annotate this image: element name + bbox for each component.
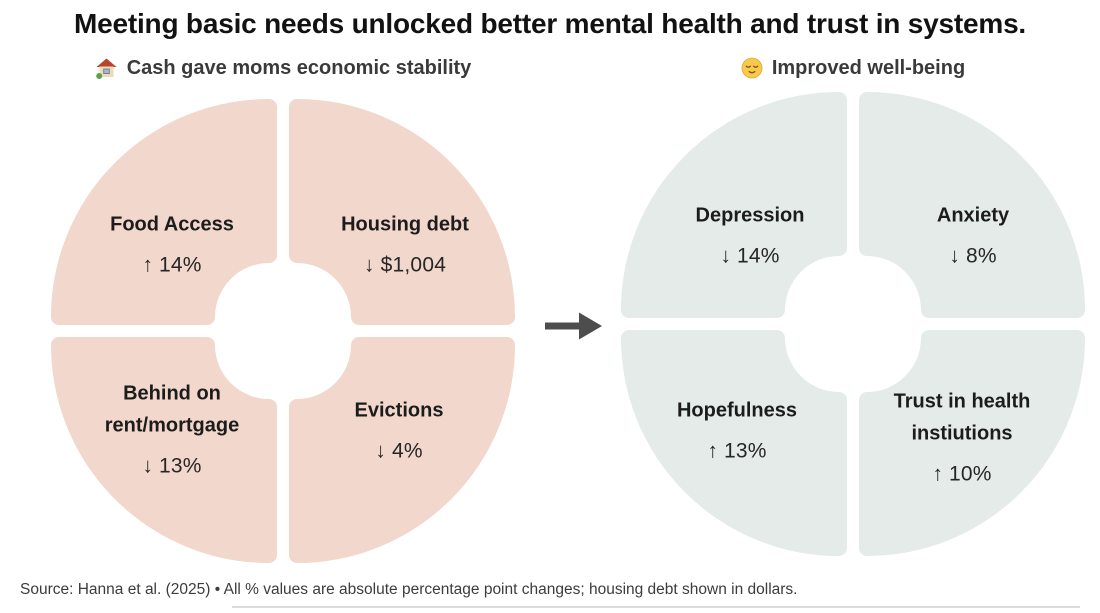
right-subtitle-label: Improved well-being [771, 56, 966, 79]
economic-stability-donut-shape [51, 99, 515, 563]
source-note: Source: Hanna et al. (2025) • All % valu… [20, 581, 798, 598]
quadrant-evictions: Evictions ↓ 4% [319, 395, 479, 464]
quadrant-label: Trust in health instiutions [893, 390, 1031, 445]
quadrant-shape-bottom-left [51, 337, 277, 563]
quadrant-value: ↓ 4% [375, 439, 423, 463]
quadrant-shape-top-right [289, 99, 515, 325]
page-title: Meeting basic needs unlocked better ment… [73, 8, 1027, 39]
quadrant-trust-in-health-institutions: Trust in health instiutions ↑ 10% [872, 386, 1052, 487]
quadrant-value: ↑ 14% [142, 253, 202, 277]
quadrant-label: Hopefulness [676, 399, 798, 422]
quadrant-label: Housing debt [341, 213, 469, 236]
left-panel-subtitle: Cash gave moms economic stability [43, 52, 523, 84]
quadrant-value: ↓ 14% [720, 244, 780, 268]
right-arrow-icon [543, 305, 603, 347]
quadrant-value: ↓ $1,004 [363, 253, 447, 277]
relieved-face-icon [741, 57, 763, 79]
quadrant-depression: Depression ↓ 14% [665, 200, 835, 269]
quadrant-value: ↓ 13% [142, 454, 202, 478]
right-panel-subtitle: Improved well-being [613, 52, 1093, 84]
quadrant-hopefulness: Hopefulness ↑ 13% [652, 395, 822, 464]
quadrant-label: Anxiety [936, 204, 1010, 227]
quadrant-value: ↑ 13% [707, 439, 767, 463]
left-subtitle-label: Cash gave moms economic stability [126, 56, 472, 79]
quadrant-shape-top-right [859, 92, 1085, 318]
quadrant-label: Depression [695, 204, 805, 227]
quadrant-shape-bottom-right [859, 330, 1085, 556]
quadrant-value: ↑ 10% [932, 462, 992, 486]
quadrant-label: Evictions [354, 399, 444, 422]
quadrant-anxiety: Anxiety ↓ 8% [893, 200, 1053, 269]
quadrant-shape-top-left [51, 99, 277, 325]
well-being-donut-shape [621, 92, 1085, 556]
quadrant-housing-debt: Housing debt ↓ $1,004 [315, 209, 495, 278]
quadrant-shape-top-left [621, 92, 847, 318]
quadrant-value: ↓ 8% [949, 244, 997, 268]
well-being-donut: Depression ↓ 14% Anxiety ↓ 8% Hopefulnes… [613, 84, 1093, 564]
economic-stability-donut: Food Access ↑ 14% Housing debt ↓ $1,004 … [43, 91, 523, 571]
house-icon [95, 57, 118, 80]
quadrant-label: Food Access [110, 213, 234, 236]
quadrant-label: Behind on rent/mortgage [104, 382, 240, 437]
quadrant-shape-bottom-right [289, 337, 515, 563]
quadrant-shape-bottom-left [621, 330, 847, 556]
bottom-divider [232, 606, 1080, 608]
quadrant-food-access: Food Access ↑ 14% [92, 209, 252, 278]
quadrant-behind-on-rent: Behind on rent/mortgage ↓ 13% [97, 378, 247, 479]
